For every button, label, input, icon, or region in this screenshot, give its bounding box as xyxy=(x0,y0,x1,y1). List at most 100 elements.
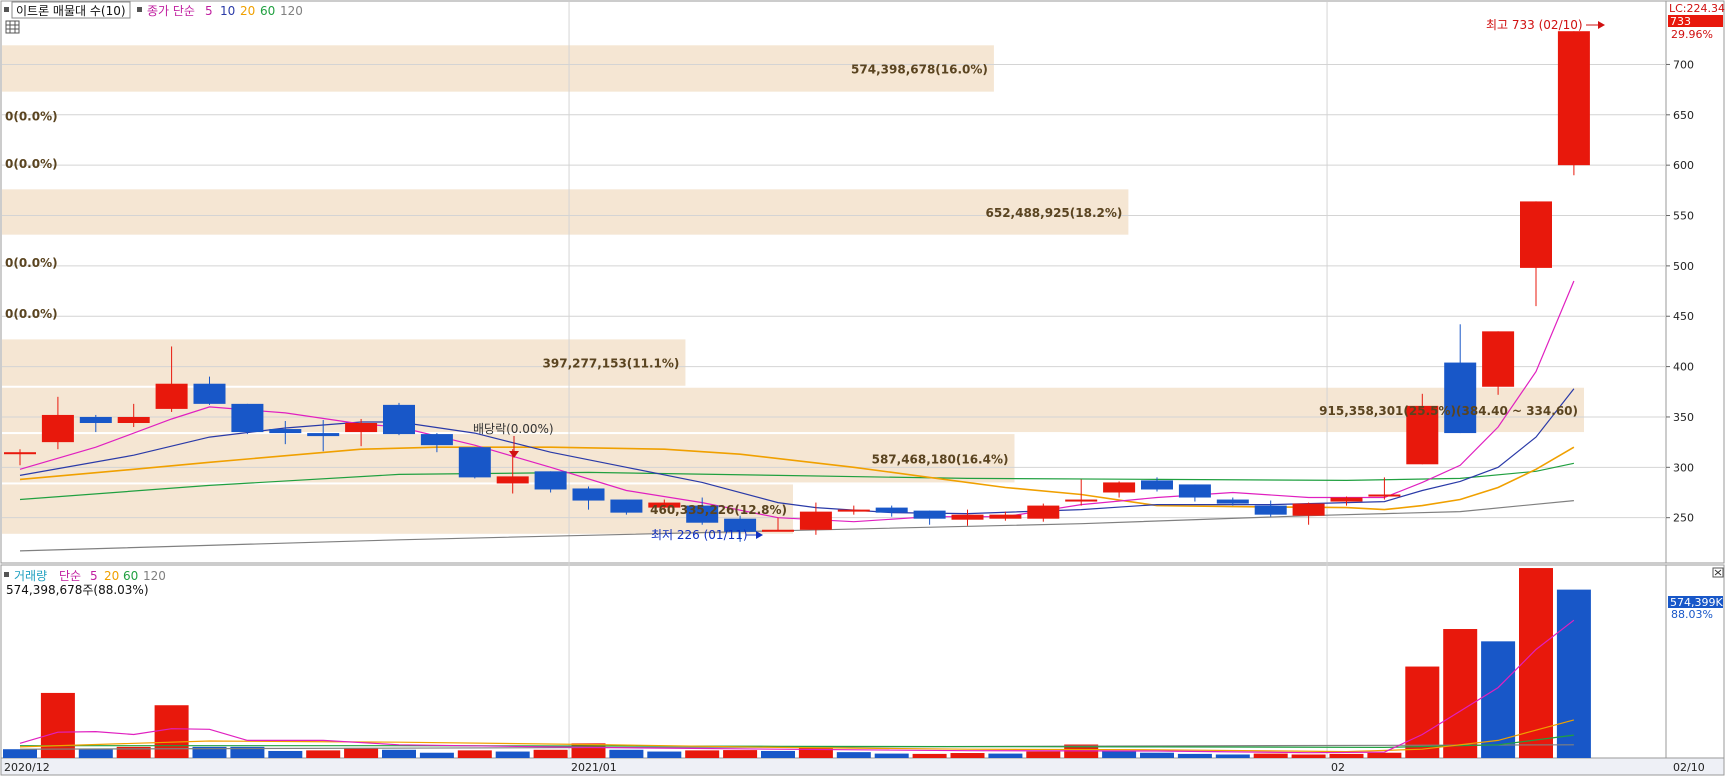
volume-bar xyxy=(1556,589,1591,758)
ma10-period: 10 xyxy=(220,4,235,18)
volume-profile-band xyxy=(2,45,994,92)
candle-body xyxy=(1482,331,1515,387)
volume-bar xyxy=(685,750,720,758)
volume-bar xyxy=(761,750,795,758)
volume-bar xyxy=(1329,753,1364,758)
volume-bar xyxy=(344,748,379,758)
volume-bar xyxy=(495,751,530,758)
candle-body xyxy=(117,416,150,424)
candle-body xyxy=(724,518,757,532)
volume-bar xyxy=(1215,754,1250,758)
low-label: 최저 226 (01/11) xyxy=(651,528,748,542)
volume-title: 거래량 xyxy=(14,569,47,583)
volume-bar xyxy=(1026,751,1061,758)
volume-bar xyxy=(1291,754,1326,758)
current-volume-pct: 88.03% xyxy=(1671,608,1713,621)
vma60-line xyxy=(20,734,1574,749)
stock-name-box[interactable] xyxy=(11,1,131,19)
candle-body xyxy=(534,471,567,490)
candle-body xyxy=(648,502,681,508)
legend-marker-ma xyxy=(137,7,142,12)
grid-layer xyxy=(2,2,1666,758)
volume-bars xyxy=(3,568,1591,758)
volume-bar xyxy=(912,753,947,758)
vma5-line xyxy=(19,619,1575,754)
candle-body xyxy=(1027,505,1060,519)
volume-bar xyxy=(1140,752,1174,758)
volume-bar xyxy=(306,750,341,758)
volume-bar xyxy=(230,746,265,758)
price-legend[interactable]: 이트론 매물대 수(10) 종가 단순 5 10 20 60 120 xyxy=(4,1,303,19)
price-tick-label: 600 xyxy=(1673,159,1694,172)
volume-profile-label: 652,488,925(18.2%) xyxy=(986,206,1123,220)
candle-body xyxy=(1065,499,1098,502)
price-axis-ticks: 700 650 600 550 500 450 400 350 300 250 xyxy=(1666,58,1694,525)
ma120-line xyxy=(19,500,1574,552)
candle-body xyxy=(913,510,946,519)
volume-bar xyxy=(1405,666,1440,758)
ma120-period: 120 xyxy=(280,4,303,18)
price-tick-label: 700 xyxy=(1673,58,1694,71)
dividend-label: 배당락(0.00%) xyxy=(473,422,554,436)
volume-axis-bg xyxy=(1665,564,1725,759)
candle-body xyxy=(572,488,605,501)
volume-profile-label: 587,468,180(16.4%) xyxy=(872,452,1009,466)
price-change-label: 29.96% xyxy=(1671,28,1713,41)
volume-current-value: 574,398,678주(88.03%) xyxy=(6,583,149,597)
stock-name: 이트론 매물대 수(10) xyxy=(16,4,126,18)
volume-profile-label: 0(0.0%) xyxy=(5,307,58,321)
volume-legend[interactable]: 거래량 단순 5 20 60 120 574,398,678주(88.03%) xyxy=(4,569,166,597)
candle-body xyxy=(420,434,453,446)
candle-body xyxy=(989,514,1022,519)
vma20-period: 20 xyxy=(104,569,119,583)
candle-body xyxy=(610,499,643,513)
price-tick-label: 450 xyxy=(1673,310,1694,323)
volume-bar xyxy=(836,752,871,758)
volume-profile-label: 0(0.0%) xyxy=(5,256,58,270)
volume-bar xyxy=(3,749,37,758)
candle-body xyxy=(1103,482,1136,493)
volume-profile-band xyxy=(2,339,686,386)
volume-bar xyxy=(1443,629,1478,758)
candle-body xyxy=(193,383,226,404)
vma60-period: 60 xyxy=(123,569,138,583)
candle-body xyxy=(1406,405,1439,465)
candle-body xyxy=(383,404,415,435)
price-tick-label: 300 xyxy=(1673,461,1694,474)
candle-body xyxy=(1178,484,1211,498)
volume-bar xyxy=(723,750,758,758)
volume-bar xyxy=(798,747,833,758)
current-price-label: 733 xyxy=(1670,15,1691,28)
volume-bar xyxy=(78,748,113,758)
candle-body xyxy=(496,476,529,484)
volume-profile-band xyxy=(2,484,793,534)
x-label-dec: 2020/12 xyxy=(4,761,50,774)
candle-body xyxy=(231,403,264,433)
candle-body xyxy=(79,416,112,424)
candle-body xyxy=(1557,31,1590,166)
volume-bar xyxy=(192,746,227,758)
x-axis-bg xyxy=(0,757,1725,776)
current-volume-badge xyxy=(1668,596,1723,608)
candle-body xyxy=(799,511,832,530)
volume-profile-label: 460,335,226(12.8%) xyxy=(650,503,787,517)
volume-profile-label: 574,398,678(16.0%) xyxy=(851,62,988,76)
volume-panel-close-icon[interactable] xyxy=(1712,567,1724,578)
volume-bar xyxy=(1253,753,1288,758)
lc-label: LC:224.34 xyxy=(1669,2,1725,15)
volume-panel-frame xyxy=(0,564,1667,759)
candle-body xyxy=(1444,362,1477,434)
price-tick-label: 350 xyxy=(1673,411,1694,424)
high-annotation: 최고 733 (02/10) xyxy=(1486,18,1605,32)
vma5-period: 5 xyxy=(90,569,98,583)
volume-bar xyxy=(1102,750,1137,758)
dividend-annotation: 배당락(0.00%) xyxy=(473,422,554,458)
price-tick-label: 650 xyxy=(1673,109,1694,122)
volume-profile-label: 0(0.0%) xyxy=(5,157,58,171)
volume-bar xyxy=(268,750,303,758)
volume-profile-labels: 574,398,678(16.0%) 0(0.0%) 0(0.0%) 652,488,… xyxy=(5,62,1578,517)
candle-body xyxy=(875,507,908,513)
table-toggle-icon[interactable] xyxy=(5,20,20,34)
volume-profile-label: 0(0.0%) xyxy=(5,109,58,123)
